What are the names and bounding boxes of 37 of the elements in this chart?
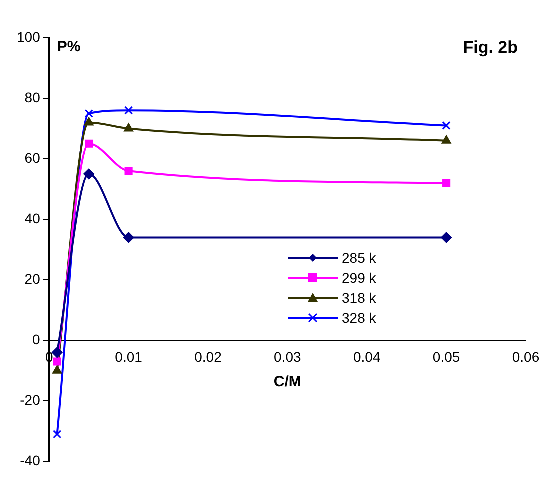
- y-tick-label: -20: [20, 392, 41, 408]
- point: [442, 179, 451, 188]
- y-tick-label: 60: [24, 150, 41, 166]
- point: [442, 135, 452, 144]
- x-axis-title: C/M: [274, 374, 302, 391]
- x-tick-label: 0.02: [194, 348, 222, 365]
- point: [52, 365, 62, 374]
- point: [84, 117, 94, 126]
- point: [441, 232, 452, 244]
- annotation: Fig. 2b: [463, 38, 518, 58]
- x-tick-label: 0.03: [274, 348, 302, 365]
- point: [52, 347, 63, 358]
- y-tick-label: 40: [24, 210, 41, 226]
- legend-label: 328 k: [342, 309, 376, 328]
- x-tick-label: 0.05: [432, 348, 460, 365]
- y-tick-label: 100: [17, 28, 41, 45]
- point: [124, 123, 134, 132]
- point: [53, 358, 62, 366]
- x-tick-label: 0.01: [115, 348, 143, 365]
- legend-label: 285 k: [342, 249, 376, 268]
- x-tick-label: 0.06: [512, 348, 540, 365]
- legend-label: 299 k: [342, 269, 376, 288]
- y-tick-label: -40: [20, 452, 41, 468]
- point: [84, 109, 94, 118]
- point: [124, 167, 133, 176]
- y-axis-title: P%: [57, 38, 81, 56]
- point: [442, 121, 451, 130]
- point: [53, 430, 62, 439]
- point: [85, 140, 94, 148]
- point: [124, 106, 134, 115]
- point: [84, 168, 95, 180]
- legend-label: 318 k: [342, 289, 376, 308]
- point: [123, 232, 134, 244]
- x-tick-label: 0.04: [353, 348, 381, 365]
- y-tick-label: 20: [24, 270, 41, 287]
- y-tick-label: 80: [24, 89, 41, 106]
- y-tick-label: 0: [32, 331, 41, 348]
